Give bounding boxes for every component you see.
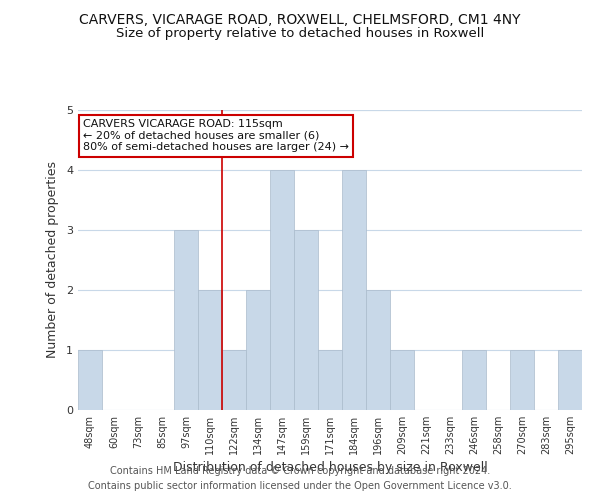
Bar	[462, 350, 486, 410]
Bar	[222, 350, 246, 410]
Text: Size of property relative to detached houses in Roxwell: Size of property relative to detached ho…	[116, 28, 484, 40]
Text: CARVERS VICARAGE ROAD: 115sqm
← 20% of detached houses are smaller (6)
80% of se: CARVERS VICARAGE ROAD: 115sqm ← 20% of d…	[83, 119, 349, 152]
Bar	[174, 230, 198, 410]
Bar	[198, 290, 222, 410]
Y-axis label: Number of detached properties: Number of detached properties	[46, 162, 59, 358]
Bar	[78, 350, 102, 410]
Bar	[294, 230, 318, 410]
Text: CARVERS, VICARAGE ROAD, ROXWELL, CHELMSFORD, CM1 4NY: CARVERS, VICARAGE ROAD, ROXWELL, CHELMSF…	[79, 12, 521, 26]
Bar	[366, 290, 390, 410]
Bar	[270, 170, 294, 410]
Bar	[342, 170, 366, 410]
X-axis label: Distribution of detached houses by size in Roxwell: Distribution of detached houses by size …	[173, 461, 487, 474]
Bar	[246, 290, 270, 410]
Text: Contains public sector information licensed under the Open Government Licence v3: Contains public sector information licen…	[88, 481, 512, 491]
Bar	[510, 350, 534, 410]
Bar	[390, 350, 414, 410]
Bar	[318, 350, 342, 410]
Text: Contains HM Land Registry data © Crown copyright and database right 2024.: Contains HM Land Registry data © Crown c…	[110, 466, 490, 476]
Bar	[558, 350, 582, 410]
